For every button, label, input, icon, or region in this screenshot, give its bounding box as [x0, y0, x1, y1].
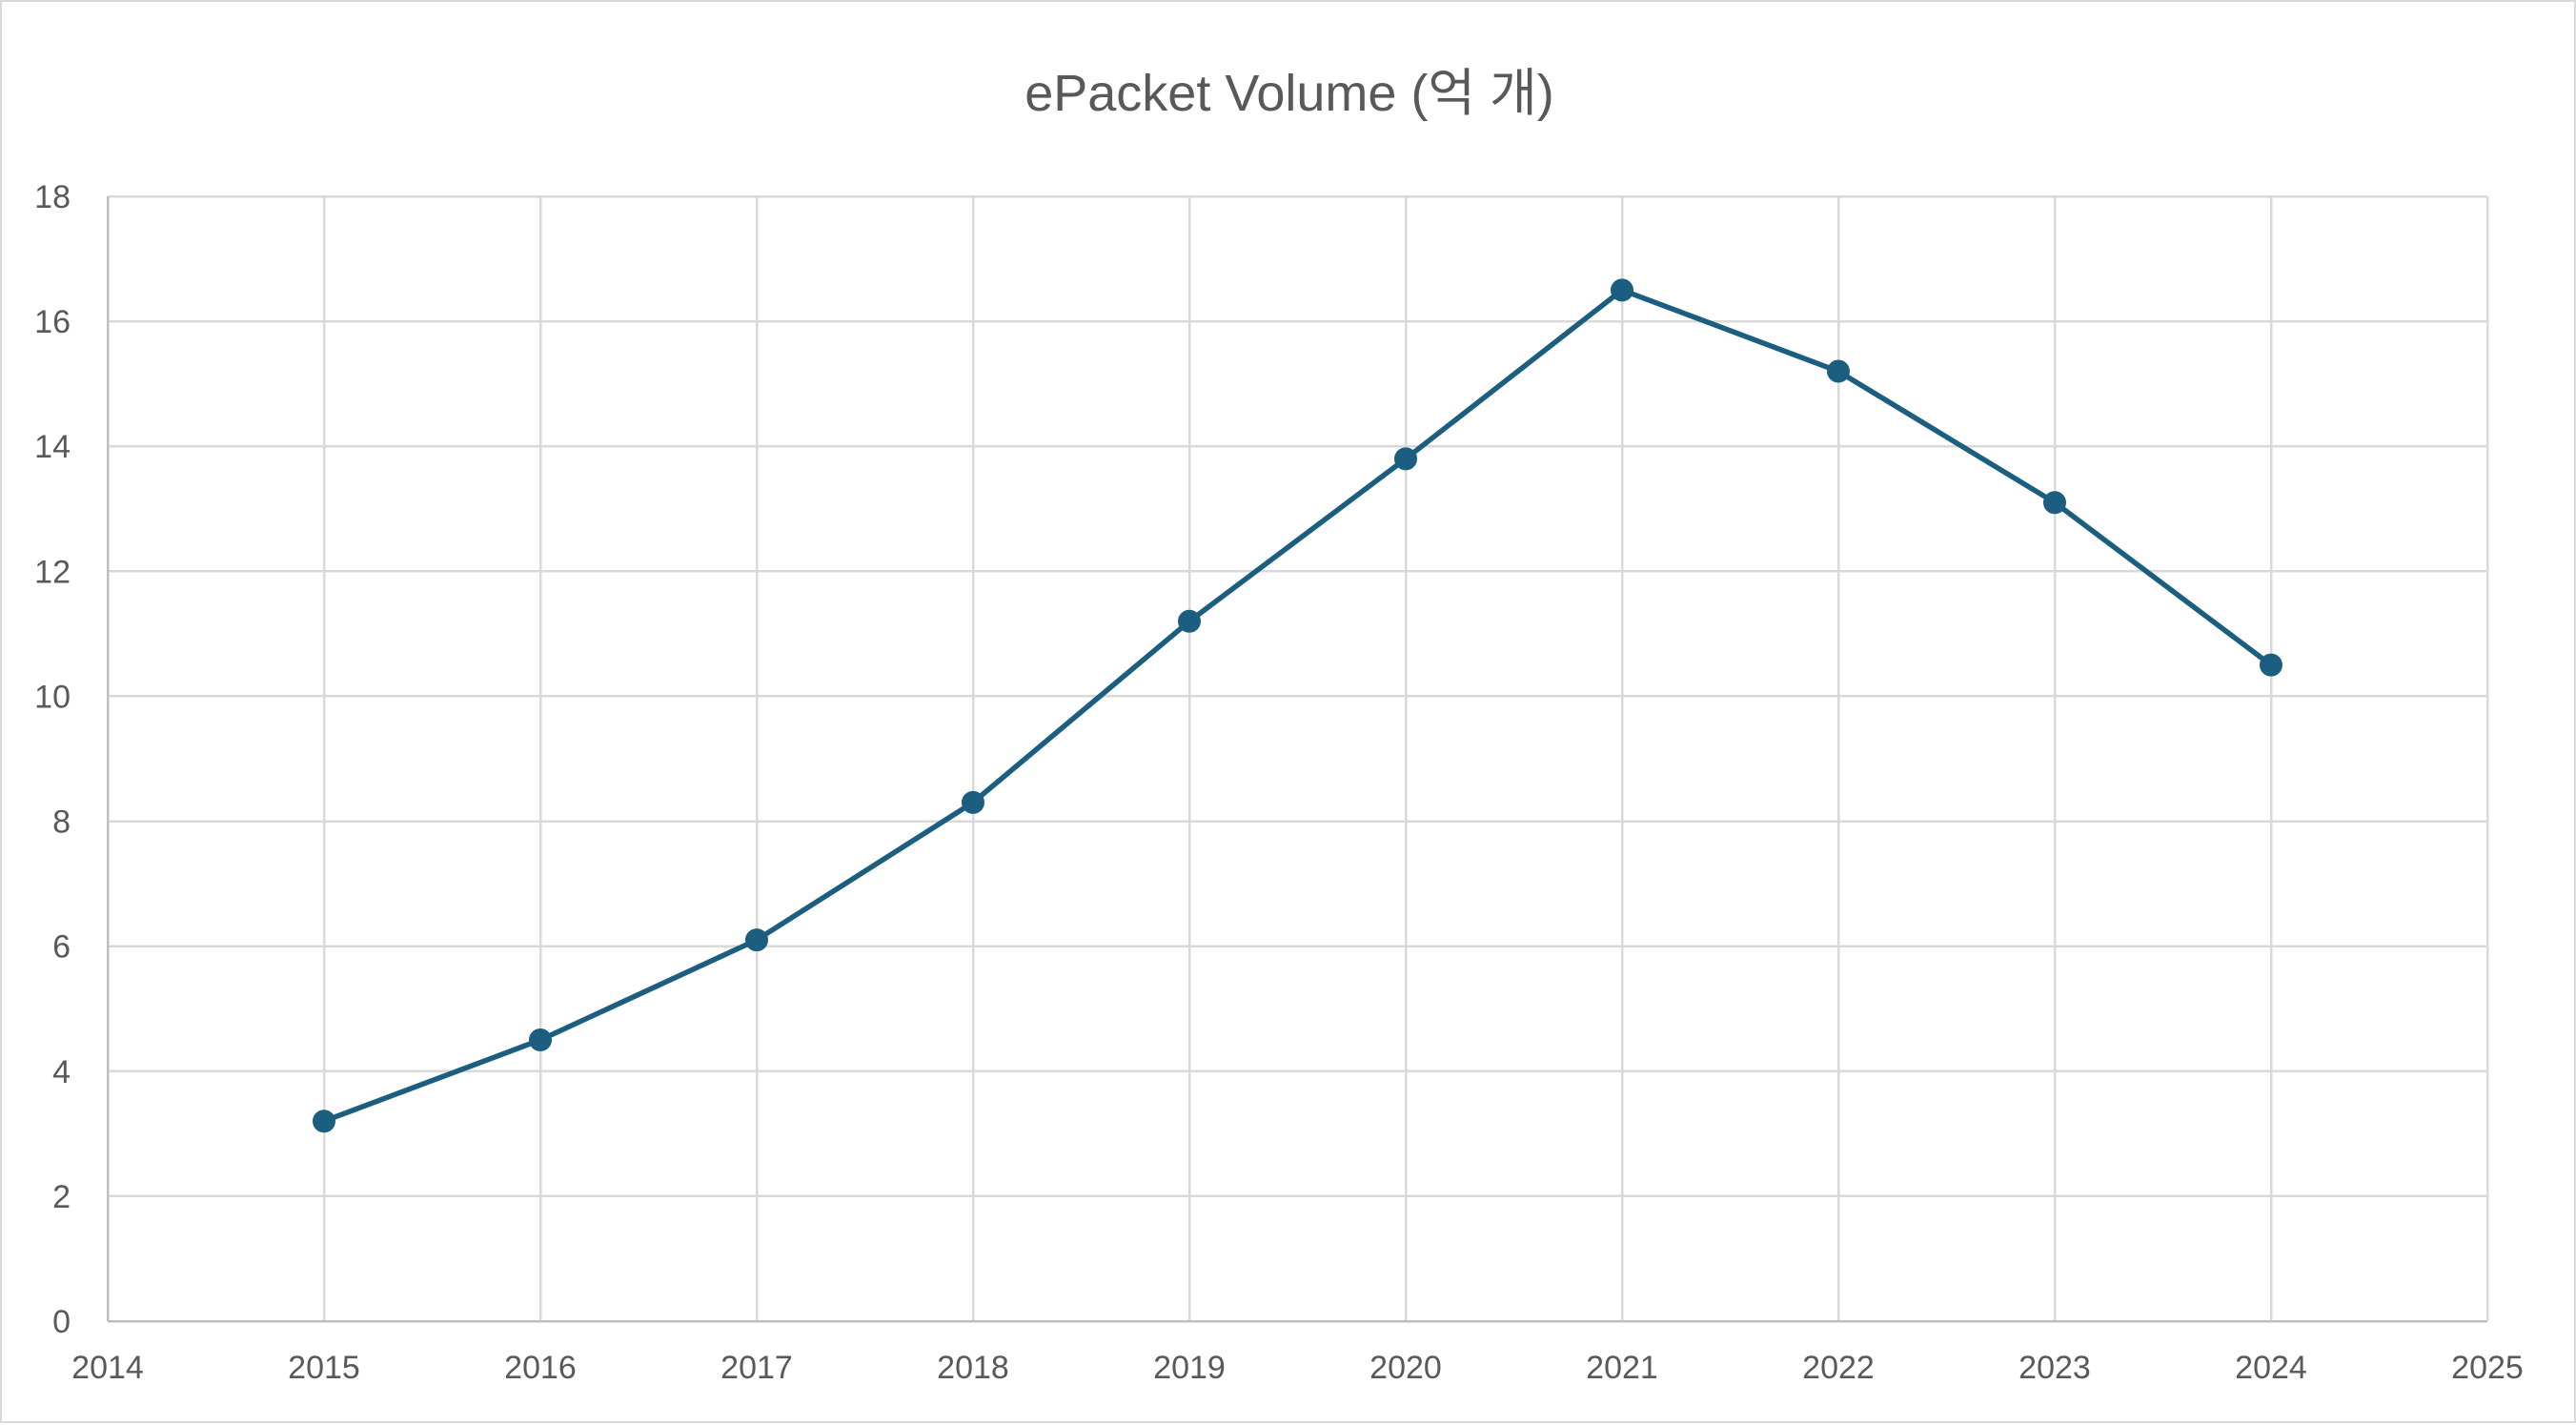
x-tick-label: 2015	[288, 1350, 360, 1386]
tick-labels: 0 2 4 6 8 10 12 14 16 18 2014 2015 2016 2017 2018 2019 2…	[34, 179, 2524, 1386]
y-tick-label: 4	[52, 1054, 71, 1090]
data-point-marker	[313, 1109, 335, 1133]
data-point-marker	[1827, 359, 1850, 383]
gridlines	[108, 194, 2489, 1321]
data-point-marker	[1394, 447, 1417, 471]
chart-title: ePacket Volume (억 개)	[1024, 65, 1554, 122]
series-line	[321, 287, 2274, 1124]
data-point-marker	[529, 1028, 552, 1051]
data-point-marker	[745, 928, 768, 952]
data-series	[313, 278, 2282, 1133]
y-tick-label: 18	[34, 179, 71, 215]
data-point-marker	[1178, 609, 1201, 633]
data-point-marker	[962, 790, 984, 814]
axes	[106, 196, 2487, 1323]
x-tick-label: 2023	[2018, 1350, 2091, 1386]
x-tick-label: 2021	[1586, 1350, 1658, 1386]
x-tick-label: 2024	[2235, 1350, 2307, 1386]
x-tick-label: 2019	[1153, 1350, 1226, 1386]
x-tick-label: 2017	[720, 1350, 793, 1386]
x-tick-label: 2018	[937, 1350, 1009, 1386]
x-tick-label: 2014	[71, 1350, 144, 1386]
y-tick-label: 10	[34, 679, 71, 715]
y-tick-label: 16	[34, 304, 71, 340]
data-point-marker	[2043, 491, 2066, 515]
x-tick-label: 2025	[2451, 1350, 2524, 1386]
y-tick-label: 6	[52, 929, 71, 966]
y-tick-label: 0	[52, 1304, 71, 1340]
x-tick-label: 2022	[1802, 1350, 1875, 1386]
y-tick-label: 8	[52, 804, 71, 841]
y-tick-label: 14	[34, 429, 71, 465]
data-point-marker	[2260, 653, 2282, 677]
y-tick-label: 12	[34, 554, 71, 590]
x-tick-label: 2020	[1369, 1350, 1442, 1386]
y-tick-label: 2	[52, 1179, 71, 1215]
data-point-marker	[1611, 278, 1633, 302]
x-tick-label: 2016	[504, 1350, 577, 1386]
